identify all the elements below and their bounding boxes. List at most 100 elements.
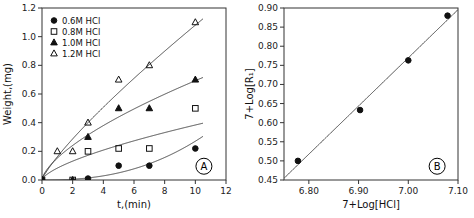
plot-area	[42, 19, 203, 180]
x-tick	[408, 180, 409, 184]
point	[192, 19, 199, 25]
series	[295, 13, 450, 164]
y-tick-label: 0.6	[22, 89, 37, 99]
y-tick	[38, 122, 42, 123]
y-tick-label: 0.70	[258, 79, 278, 89]
legend-label: 1.2M HCl	[62, 49, 100, 59]
point	[54, 148, 61, 154]
x-tick	[358, 180, 359, 184]
point	[69, 148, 76, 154]
x-tick-label: 10	[190, 186, 202, 196]
y-tick	[280, 84, 284, 85]
y-tick	[280, 180, 284, 181]
y-tick	[280, 65, 284, 66]
x-tick	[195, 180, 196, 184]
point	[116, 146, 122, 152]
point	[146, 62, 153, 68]
y-tick	[280, 27, 284, 28]
point	[193, 146, 199, 152]
point	[42, 177, 45, 180]
panel-label: B	[434, 161, 441, 172]
y-tick	[38, 36, 42, 37]
x-tick-label: 12	[220, 186, 231, 196]
y-tick-label: 0.80	[258, 41, 278, 51]
series	[42, 76, 199, 180]
legend-label: 1.0M HCl	[62, 38, 100, 48]
y-tick	[38, 94, 42, 95]
x-tick-label: 4	[100, 186, 106, 196]
y-tick	[38, 180, 42, 181]
point	[146, 105, 153, 111]
x-tick-label: 0	[39, 186, 45, 196]
x-tick	[103, 180, 104, 184]
x-tick-label: 7.00	[398, 186, 418, 196]
point	[85, 176, 91, 180]
x-tick-label: 2	[70, 186, 76, 196]
y-tick	[280, 122, 284, 123]
y-tick	[280, 160, 284, 161]
y-tick	[280, 103, 284, 104]
fit-line	[42, 123, 203, 180]
y-tick-label: 0.75	[258, 60, 278, 70]
y-tick	[280, 46, 284, 47]
point	[70, 177, 76, 180]
y-tick	[38, 8, 42, 9]
point	[42, 176, 45, 180]
point	[405, 58, 411, 64]
point	[85, 133, 92, 139]
y-tick-label: 0.8	[22, 60, 37, 70]
y-tick-label: 1.0	[22, 32, 37, 42]
point	[42, 176, 45, 180]
y-tick-label: 0.45	[258, 175, 278, 185]
y-tick-label: 0.60	[258, 118, 278, 128]
y-tick-label: 1.2	[22, 3, 36, 13]
plot-area	[284, 8, 458, 178]
legend-label: 0.6M HCl	[62, 16, 100, 26]
annotation-circle	[429, 158, 445, 174]
legend-label: 0.8M HCl	[62, 27, 100, 37]
x-tick	[164, 180, 165, 184]
x-tick-label: 6.80	[299, 186, 319, 196]
y-tick-label: 0.85	[258, 22, 278, 32]
annotation-circle	[196, 158, 212, 174]
x-tick-label: 7.10	[448, 186, 468, 196]
legend-marker	[51, 18, 57, 24]
series	[42, 19, 199, 180]
y-tick-label: 0.4	[22, 118, 37, 128]
y-tick-label: 0.0	[22, 175, 37, 185]
legend-marker	[51, 39, 58, 45]
figure: 0246810120.00.20.40.60.81.01.2t,(min)Wei…	[0, 0, 474, 218]
y-tick	[280, 8, 284, 9]
x-tick	[308, 180, 309, 184]
x-tick-label: 6.90	[349, 186, 369, 196]
y-tick-label: 0.55	[258, 137, 278, 147]
x-tick	[72, 180, 73, 184]
x-tick	[458, 180, 459, 184]
point	[69, 176, 76, 180]
y-tick-label: 0.90	[258, 3, 278, 13]
y-tick	[38, 65, 42, 66]
point	[85, 149, 91, 155]
x-tick-label: 8	[162, 186, 168, 196]
y-tick	[38, 151, 42, 152]
point	[192, 76, 199, 82]
point	[115, 105, 122, 111]
point	[115, 76, 122, 82]
point	[357, 107, 363, 113]
legend-marker	[51, 29, 57, 35]
legend: 0.6M HCl0.8M HCl1.0M HCl1.2M HCl	[46, 12, 116, 62]
x-tick	[134, 180, 135, 184]
point	[147, 163, 153, 169]
panel: 6.806.907.007.100.450.500.550.600.650.70…	[244, 3, 468, 210]
y-tick-label: 0.2	[22, 146, 36, 156]
legend-box	[46, 12, 116, 62]
x-axis-label: t,(min)	[117, 199, 151, 210]
y-tick	[280, 141, 284, 142]
panel-label: A	[200, 161, 207, 172]
fit-line	[42, 77, 203, 180]
fit-line	[42, 136, 203, 180]
plot-frame	[42, 8, 226, 180]
y-axis-label: 7+Log[R₁]	[244, 68, 255, 119]
x-tick-label: 6	[131, 186, 137, 196]
x-axis-label: 7+Log[HCl]	[342, 199, 400, 210]
